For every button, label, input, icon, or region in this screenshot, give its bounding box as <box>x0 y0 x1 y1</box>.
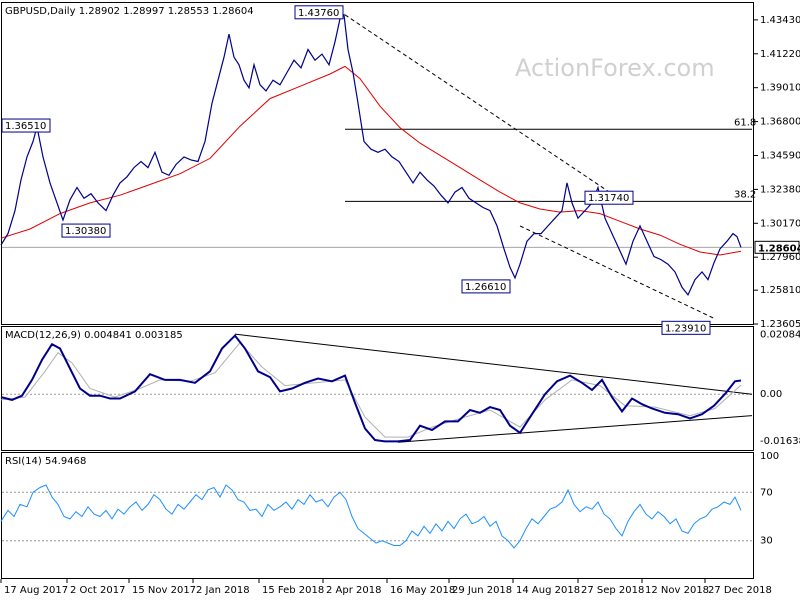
x-tick-label: 15 Feb 2018 <box>262 585 324 596</box>
rsi-y-tick-label: 30 <box>760 536 773 547</box>
price-annotation-box <box>1 118 51 133</box>
macd-panel <box>1 326 754 451</box>
price-y-tick-label: 1.36800 <box>760 117 800 128</box>
trendline-dashed <box>344 14 621 200</box>
price-annotation-box <box>661 320 711 335</box>
current-price-tag <box>754 240 800 254</box>
macd-signal-line <box>0 341 742 438</box>
x-tick-label: 2 Apr 2018 <box>326 585 381 596</box>
macd-y-tick-label: 0.020848 <box>760 330 800 341</box>
price-title-name: GBPUSD,Daily <box>5 6 76 17</box>
macd-trendline <box>397 415 753 443</box>
price-annotation-box <box>584 190 634 205</box>
macd-line <box>0 334 742 443</box>
macd-trendline <box>234 333 753 395</box>
x-tick-label: 2 Oct 2017 <box>70 585 125 596</box>
price-y-tick-label: 1.25810 <box>760 285 800 296</box>
macd-y-tick-label: 0.00 <box>760 389 782 400</box>
rsi-panel <box>1 452 754 579</box>
macd-y-tick-label: -0.016389 <box>760 436 800 447</box>
watermark: ActionForex.com <box>515 54 715 82</box>
x-tick-label: 12 Nov 2018 <box>645 585 709 596</box>
x-tick-label: 29 Jun 2018 <box>452 585 512 596</box>
rsi-layer: 100 70 30 <box>0 451 779 549</box>
macd-title: MACD(12,26,9) 0.004841 0.003185 <box>5 330 183 341</box>
price-annotation-box <box>61 223 111 238</box>
price-y-tick-label: 1.27960 <box>760 252 800 263</box>
rsi-title: RSI(14) 54.9468 <box>5 456 86 467</box>
trendline-dashed <box>519 225 717 320</box>
rsi-line <box>0 484 742 549</box>
price-panel <box>1 2 754 325</box>
price-annotation-label: 1.23910 <box>665 323 706 334</box>
price-y-tick-label: 1.41220 <box>760 49 800 60</box>
price-y-tick-label: 1.23605 <box>760 319 800 330</box>
x-tick-label: 27 Dec 2018 <box>708 585 772 596</box>
macd-layer: 0.020848 0.00 -0.016389 <box>0 330 800 447</box>
x-tick-label: 16 May 2018 <box>390 585 455 596</box>
price-annotation-label: 1.31740 <box>588 193 629 204</box>
price-annotation-label: 1.30380 <box>65 226 106 237</box>
x-axis: 17 Aug 2017 2 Oct 2017 15 Nov 2017 2 Jan 20… <box>0 579 772 596</box>
x-tick-label: 27 Sep 2018 <box>581 585 644 596</box>
price-ohlc: 1.28902 1.28997 1.28553 1.28604 <box>79 6 254 17</box>
price-line <box>0 13 742 297</box>
price-y-tick-label: 1.34590 <box>760 150 800 161</box>
x-tick-label: 14 Aug 2018 <box>516 585 580 596</box>
price-annotation-box <box>461 279 511 294</box>
price-annotation-label: 1.26610 <box>465 282 506 293</box>
price-layer: 1.43430 1.41220 1.39010 1.36800 1.34590 1.323… <box>0 5 800 335</box>
price-y-tick-label: 1.32380 <box>760 184 800 195</box>
rsi-y-tick-label: 70 <box>760 487 773 498</box>
price-y-tick-label: 1.43430 <box>760 15 800 26</box>
price-y-tick-label: 1.30170 <box>760 218 800 229</box>
rsi-y-tick-label: 100 <box>760 451 779 462</box>
price-y-tick-label: 1.39010 <box>760 83 800 94</box>
price-title: GBPUSD,Daily 1.28902 1.28997 1.28553 1.2… <box>5 6 254 17</box>
current-price-label: 1.28604 <box>758 243 800 254</box>
x-tick-label: 15 Nov 2017 <box>132 585 196 596</box>
ma-line <box>0 65 742 256</box>
x-tick-label: 17 Aug 2017 <box>4 585 68 596</box>
fib-level-label: 38.2 <box>734 189 756 200</box>
price-annotation-box <box>294 5 344 20</box>
fib-level-label: 61.8 <box>734 117 756 128</box>
price-annotation-label: 1.43760 <box>298 8 339 19</box>
price-annotation-label: 1.36510 <box>5 121 46 132</box>
x-tick-label: 2 Jan 2018 <box>196 585 250 596</box>
